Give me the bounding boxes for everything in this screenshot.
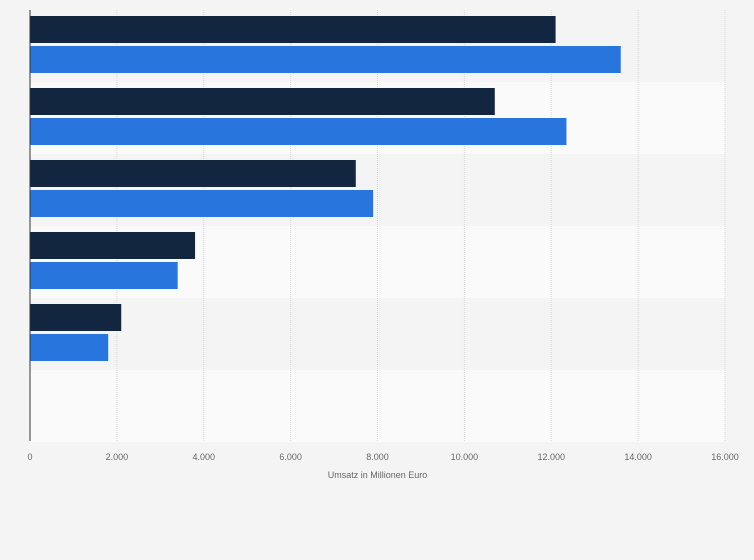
- bar-series-2[interactable]: [30, 190, 374, 217]
- bar-series-1[interactable]: [30, 16, 556, 43]
- x-tick-labels: 0 2.000 4.000 6.000 8.000 10.000 12.000 14.000 1…: [27, 452, 738, 462]
- bar-series-1[interactable]: [30, 304, 122, 331]
- x-tick-label: 4.000: [192, 452, 215, 462]
- x-tick-label: 16.000: [711, 452, 739, 462]
- x-tick-label: 6.000: [279, 452, 302, 462]
- bar-series-2[interactable]: [30, 334, 109, 361]
- x-tick-label: 14.000: [624, 452, 652, 462]
- x-tick-label: 8.000: [366, 452, 389, 462]
- x-tick-label: 2.000: [106, 452, 129, 462]
- x-axis-title: Umsatz in Millionen Euro: [328, 470, 428, 480]
- bars: [30, 16, 621, 361]
- bar-series-2[interactable]: [30, 262, 178, 289]
- bar-series-2[interactable]: [30, 118, 567, 145]
- x-tick-label: 12.000: [537, 452, 565, 462]
- bar-series-2[interactable]: [30, 46, 621, 73]
- x-tick-label: 10.000: [451, 452, 479, 462]
- bar-series-1[interactable]: [30, 88, 495, 115]
- bar-series-1[interactable]: [30, 232, 196, 259]
- bar-series-1[interactable]: [30, 160, 356, 187]
- x-tick-label: 0: [27, 452, 32, 462]
